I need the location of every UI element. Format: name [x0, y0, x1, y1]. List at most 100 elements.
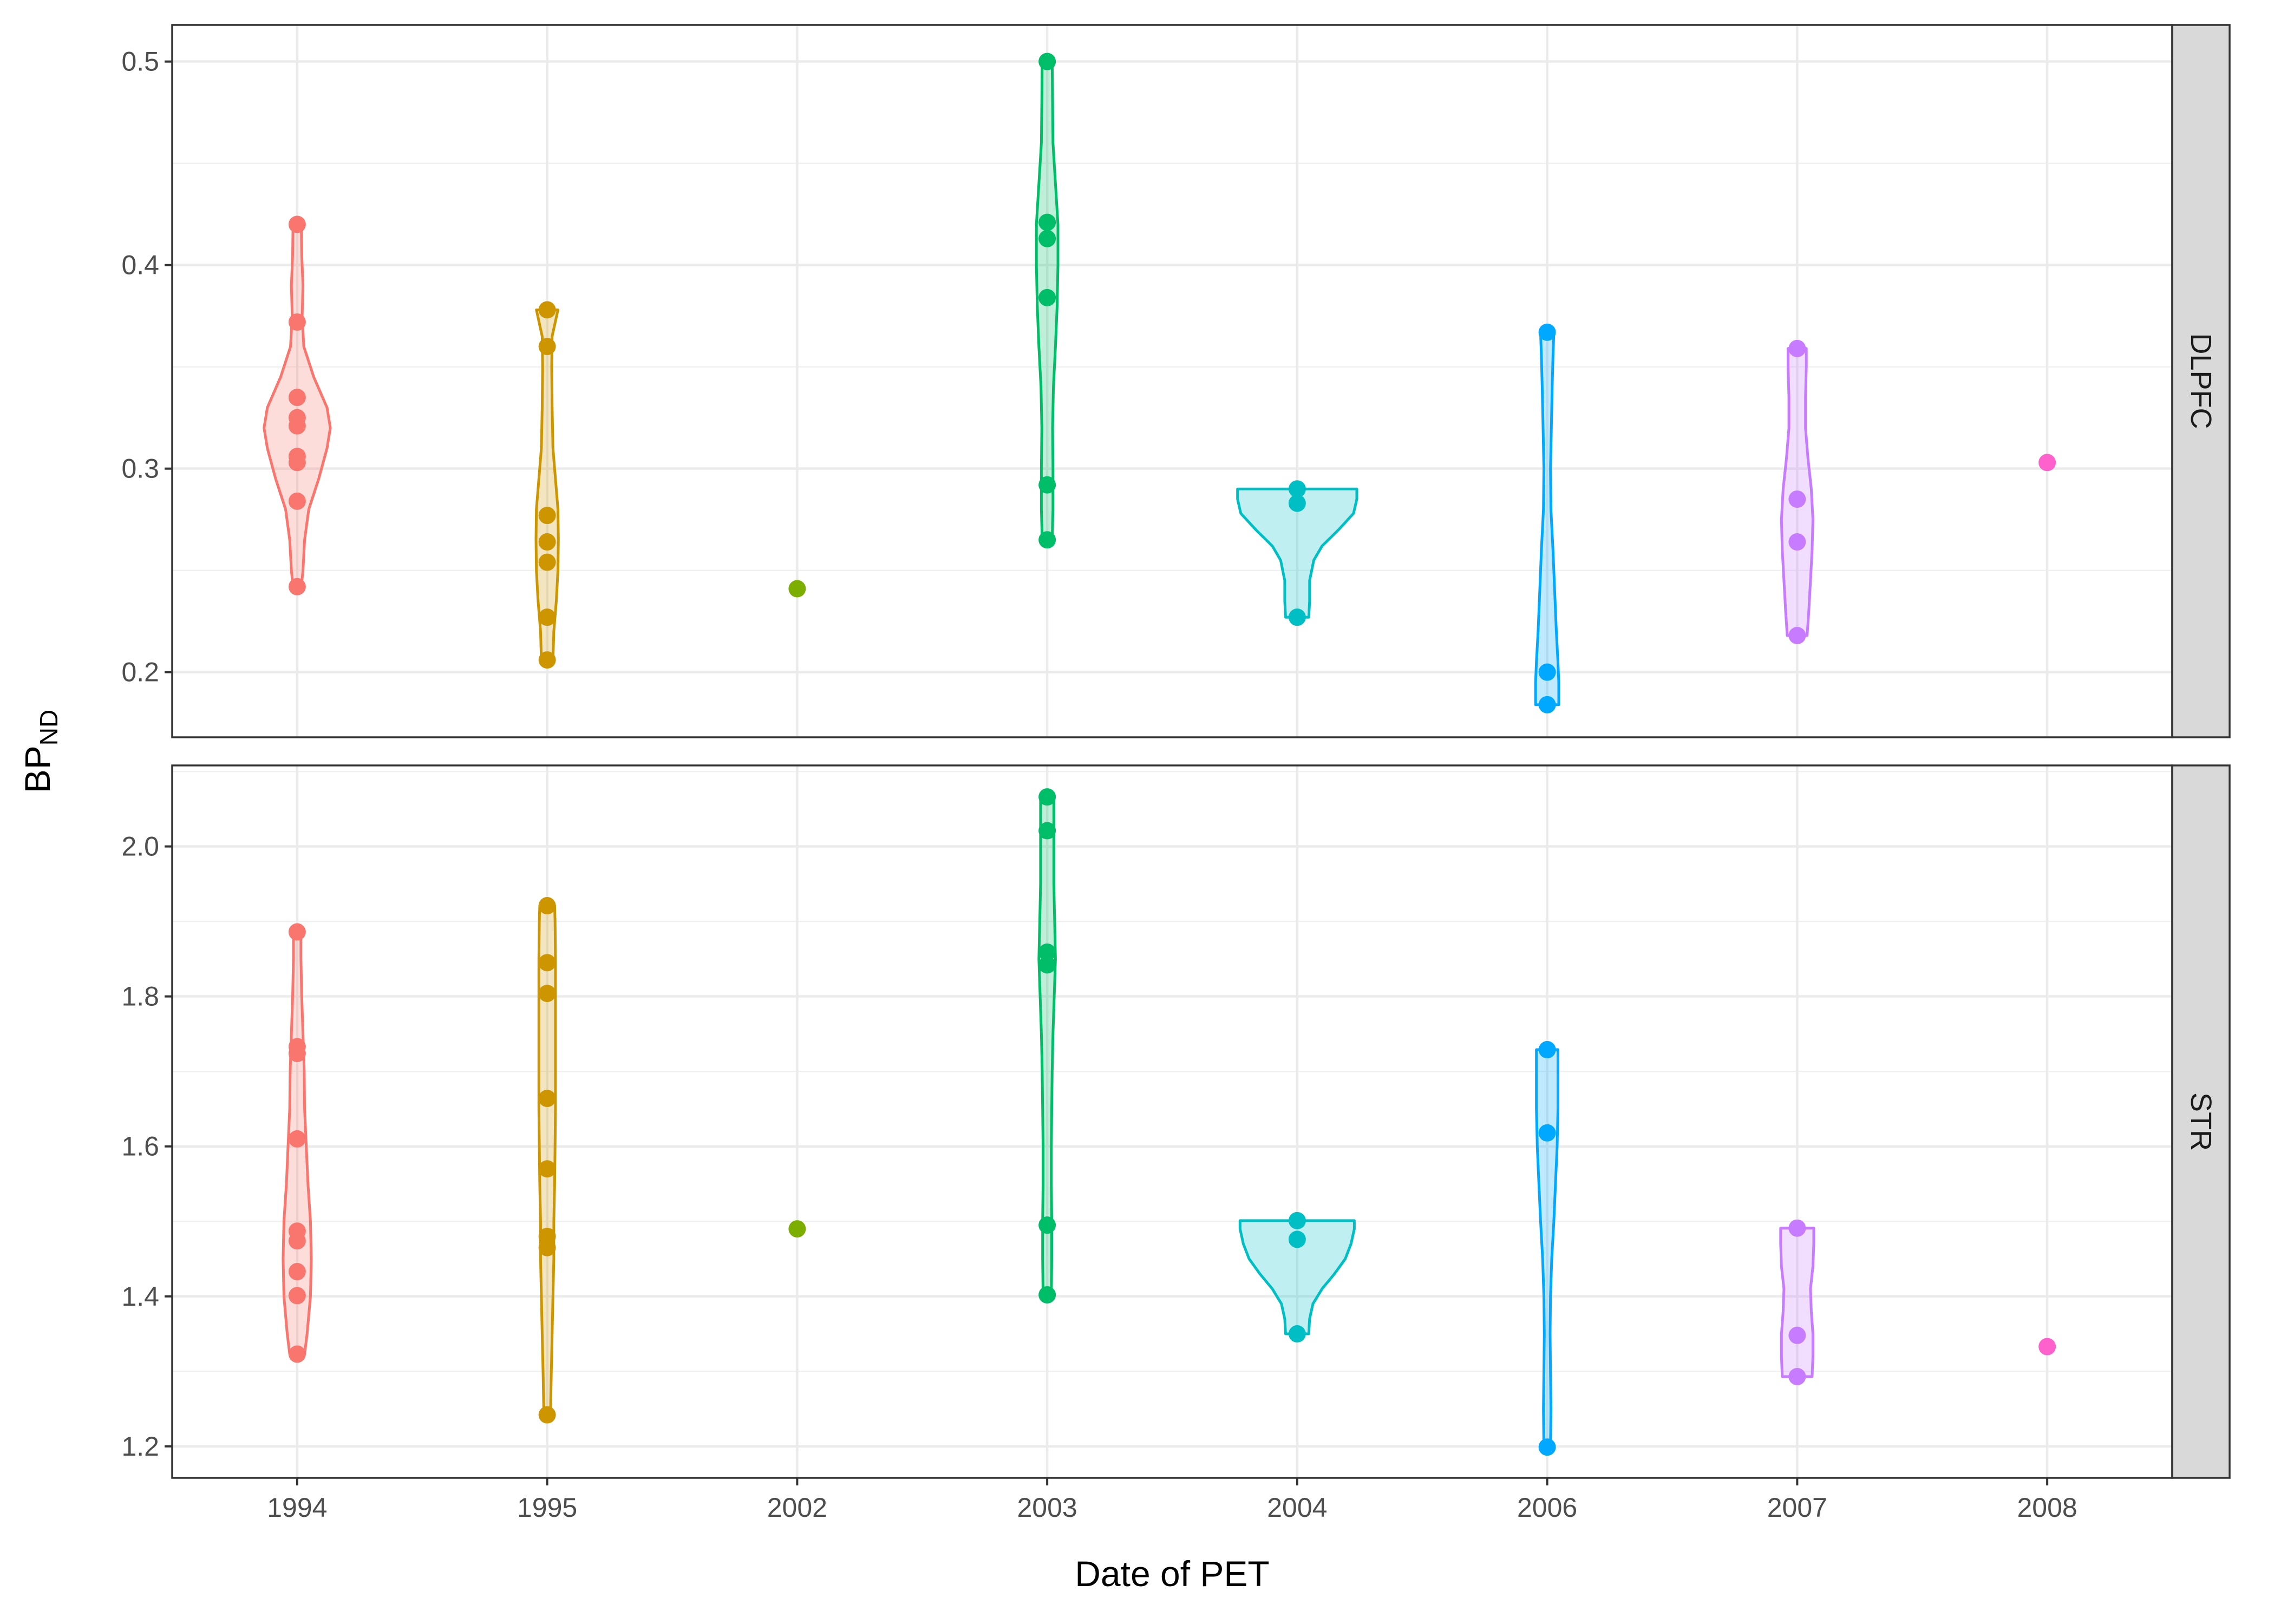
data-point-2003: [1038, 1286, 1056, 1304]
data-point-1995: [538, 1160, 556, 1178]
data-point-2003: [1038, 788, 1056, 806]
data-point-1995: [538, 1406, 556, 1424]
facet-strip: [2171, 764, 2231, 1479]
data-point-1994: [288, 492, 306, 510]
facet-strip-label: DLPFC: [2185, 333, 2217, 429]
data-point-2003: [1038, 1216, 1056, 1234]
x-tick-label: 2004: [1267, 1492, 1327, 1523]
data-point-2004: [1288, 1230, 1306, 1248]
y-axis-title: BPND: [17, 710, 63, 794]
data-point-2007: [1788, 1219, 1806, 1237]
data-point-2003: [1038, 956, 1056, 974]
data-point-1995: [538, 507, 556, 525]
data-point-2004: [1288, 1325, 1306, 1343]
y-axis-title-subscript: ND: [35, 710, 63, 745]
y-axis-title-main: BP: [17, 745, 57, 793]
violin-2004: [1236, 487, 1358, 619]
data-point-2007: [1788, 490, 1806, 508]
data-point-1994: [288, 417, 306, 435]
data-point-2003: [1038, 531, 1056, 549]
data-point-2003: [1038, 943, 1056, 961]
data-point-1995: [538, 553, 556, 571]
data-point-1995: [538, 651, 556, 669]
violin-1995: [534, 308, 560, 662]
data-point-2008: [2038, 1338, 2056, 1355]
data-point-1994: [288, 923, 306, 941]
data-point-1994: [288, 1232, 306, 1250]
panel-str: 1.2 1.4 1.6 1.8 2.0 STR: [121, 764, 2231, 1479]
data-point-1994: [288, 1263, 306, 1281]
facet-strip-label: STR: [2185, 1092, 2217, 1151]
data-point-1994: [288, 215, 306, 233]
data-point-1995: [538, 301, 556, 319]
data-point-1994: [288, 1287, 306, 1305]
x-axis: 1994 1995 2002 2003 2004 2006 2007 2008: [267, 1478, 2077, 1523]
data-point-2003: [1038, 213, 1056, 231]
data-point-1995: [538, 897, 556, 915]
y-tick-label: 1.4: [121, 1281, 159, 1312]
data-point-2003: [1038, 289, 1056, 306]
x-tick-label: 2007: [1767, 1492, 1827, 1523]
data-point-2006: [1538, 663, 1556, 681]
x-tick-label: 2002: [767, 1492, 827, 1523]
facet-strip: [2171, 24, 2231, 738]
data-point-2004: [1288, 494, 1306, 512]
data-point-2006: [1538, 1041, 1556, 1059]
data-point-1995: [538, 985, 556, 1003]
data-point-1994: [288, 313, 306, 331]
data-point-1995: [538, 1239, 556, 1256]
data-point-2007: [1788, 533, 1806, 551]
x-tick-label: 2008: [2017, 1492, 2077, 1523]
data-point-1995: [538, 954, 556, 972]
data-point-2006: [1538, 323, 1556, 341]
data-point-2003: [1038, 230, 1056, 247]
data-point-2004: [1288, 608, 1306, 626]
x-tick-label: 1995: [517, 1492, 577, 1523]
y-tick-label: 2.0: [121, 831, 159, 862]
y-tick-label: 1.6: [121, 1131, 159, 1162]
data-point-1995: [538, 533, 556, 551]
data-point-2006: [1538, 1124, 1556, 1142]
data-point-1994: [288, 578, 306, 595]
panels: 0.2 0.3 0.4 0.5 DLPFC 1.2 1.4 1.6 1.8 2.0 STR: [121, 24, 2231, 1479]
data-point-2007: [1788, 339, 1806, 357]
data-point-2002: [788, 1220, 806, 1238]
data-point-1995: [538, 1090, 556, 1108]
data-point-2007: [1788, 627, 1806, 644]
data-point-1994: [288, 1130, 306, 1148]
y-tick-label: 1.8: [121, 981, 159, 1012]
data-point-2002: [788, 580, 806, 598]
y-tick-label: 1.2: [121, 1431, 159, 1462]
data-point-2007: [1788, 1326, 1806, 1344]
x-tick-label: 2006: [1517, 1492, 1577, 1523]
data-point-2003: [1038, 822, 1056, 840]
data-point-1995: [538, 338, 556, 356]
y-tick-label: 0.5: [121, 47, 159, 77]
data-point-1994: [288, 1044, 306, 1062]
data-point-1995: [538, 608, 556, 626]
data-point-2006: [1538, 696, 1556, 713]
panel-dlpfc: 0.2 0.3 0.4 0.5 DLPFC: [121, 24, 2231, 738]
data-point-2004: [1288, 1212, 1306, 1229]
violin-2007: [1779, 1227, 1815, 1378]
violin-2004: [1238, 1219, 1356, 1335]
y-tick-label: 0.4: [121, 250, 159, 280]
data-point-1994: [288, 1345, 306, 1363]
data-point-2007: [1788, 1367, 1806, 1385]
x-tick-label: 1994: [267, 1492, 327, 1523]
data-point-2008: [2038, 454, 2056, 472]
panel-background: [172, 765, 2172, 1478]
data-point-2006: [1538, 1438, 1556, 1456]
data-point-2003: [1038, 53, 1056, 70]
y-tick-label: 0.3: [121, 454, 159, 484]
data-point-2004: [1288, 480, 1306, 498]
data-point-2003: [1038, 476, 1056, 494]
panel-background: [172, 25, 2172, 737]
violin-2006: [1535, 1048, 1559, 1449]
y-tick-label: 0.2: [121, 657, 159, 687]
data-point-1994: [288, 389, 306, 407]
data-point-1994: [288, 454, 306, 472]
x-axis-title: Date of PET: [1075, 1554, 1270, 1594]
x-tick-label: 2003: [1017, 1492, 1077, 1523]
